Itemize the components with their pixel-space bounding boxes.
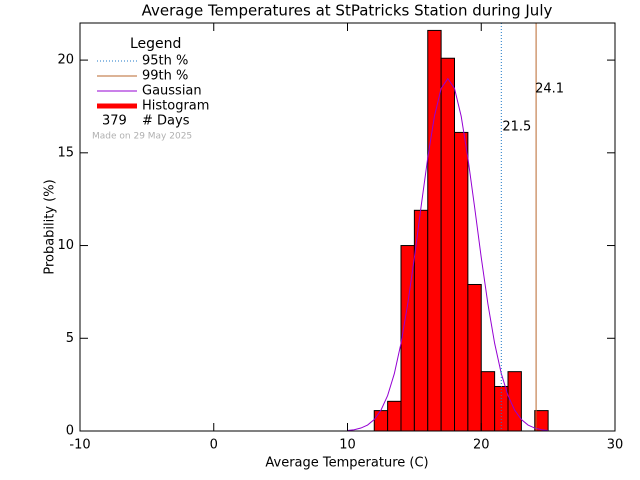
y-tick-label: 10 <box>57 238 74 253</box>
y-tick-label: 0 <box>66 424 74 439</box>
histogram-bar <box>373 410 389 432</box>
legend-days: 379 <box>102 114 127 129</box>
histogram-bar <box>534 410 549 432</box>
x-tick-label: 0 <box>210 438 218 453</box>
x-tick-label: 30 <box>607 438 624 453</box>
y-tick-label: 5 <box>66 331 74 346</box>
x-tick-label: 20 <box>473 438 490 453</box>
y-tick-label: 20 <box>57 53 74 68</box>
histogram-bar <box>387 400 402 432</box>
x-axis-label: Average Temperature (C) <box>265 456 428 471</box>
histogram-bar <box>507 371 522 432</box>
y-axis-label: Probability (%) <box>43 179 58 274</box>
histogram-bar <box>480 371 496 432</box>
legend-label: Histogram <box>142 99 209 114</box>
percentile-label: 24.1 <box>535 82 564 97</box>
percentile-label: 21.5 <box>502 120 531 135</box>
legend-days-label: # Days <box>142 114 190 129</box>
histogram-bar <box>494 385 509 432</box>
histogram-bar <box>454 131 469 432</box>
legend-title: Legend <box>130 36 181 52</box>
gaussian-curve <box>347 77 549 431</box>
y-tick-label: 15 <box>57 145 74 160</box>
histogram-bar <box>467 283 482 432</box>
chart-title: Average Temperatures at StPatricks Stati… <box>142 2 553 20</box>
legend-label: 95th % <box>142 54 188 69</box>
made-on-note: Made on 29 May 2025 <box>92 132 192 142</box>
x-tick-label: 10 <box>339 438 356 453</box>
legend-label: Gaussian <box>142 84 202 99</box>
x-tick-label: -10 <box>69 438 90 453</box>
legend-label: 99th % <box>142 69 188 84</box>
histogram-bar <box>427 29 442 432</box>
histogram-bar <box>440 57 455 432</box>
